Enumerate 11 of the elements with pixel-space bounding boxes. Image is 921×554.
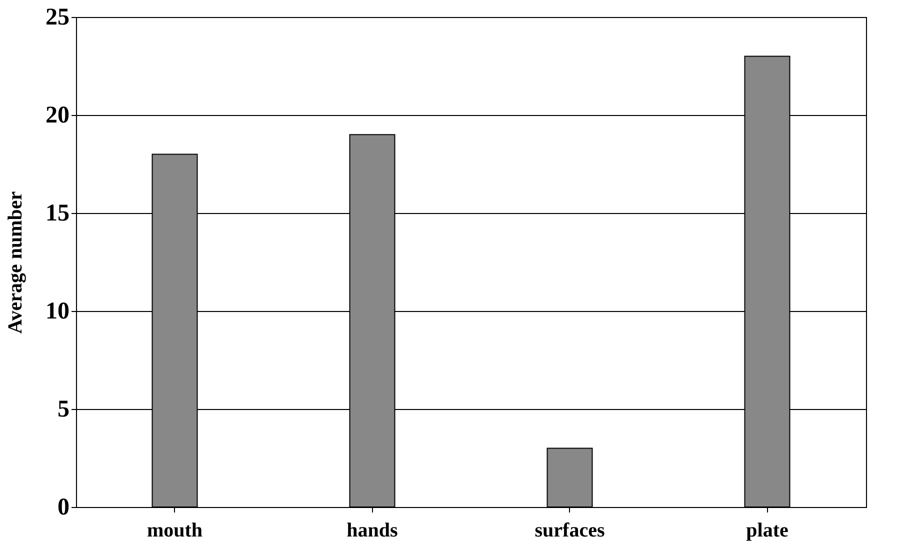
y-tick-label: 20 bbox=[46, 102, 70, 128]
x-tick-label: surfaces bbox=[534, 520, 605, 542]
y-tick-label: 10 bbox=[46, 298, 70, 324]
y-tick-label: 0 bbox=[58, 494, 70, 520]
y-tick-label: 5 bbox=[58, 396, 70, 422]
y-axis-title: Average number bbox=[4, 191, 26, 334]
y-tick-label: 25 bbox=[46, 4, 70, 30]
x-tick-label: mouth bbox=[146, 520, 203, 542]
x-tick-label: hands bbox=[346, 520, 398, 542]
x-tick-label: plate bbox=[746, 520, 788, 542]
y-tick-label: 15 bbox=[46, 200, 70, 226]
